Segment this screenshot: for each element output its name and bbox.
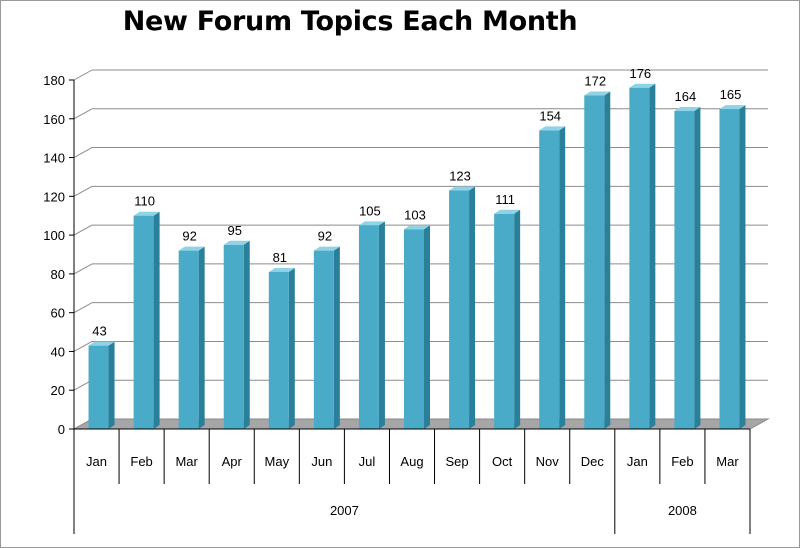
x-tick-label: Mar	[175, 454, 198, 469]
bar-top	[178, 246, 205, 251]
bar-side	[514, 209, 521, 429]
data-label: 81	[273, 250, 287, 265]
bar	[178, 250, 199, 429]
gridline-side	[73, 69, 93, 81]
bar-side	[739, 105, 746, 429]
bar-side	[288, 267, 295, 429]
y-tick-label: 100	[43, 228, 65, 243]
bar-side	[694, 107, 701, 430]
bar-top	[404, 225, 430, 230]
data-label: 105	[359, 203, 381, 218]
gridline-side	[73, 185, 93, 197]
bar-top	[268, 267, 295, 272]
y-tick-label: 180	[43, 73, 65, 88]
y-tick-label: 160	[43, 112, 65, 127]
bar-side	[108, 341, 115, 429]
data-label: 176	[629, 66, 651, 81]
x-tick-label: Aug	[400, 454, 423, 469]
bar	[719, 109, 740, 429]
bar-side	[333, 246, 340, 429]
gridline-side	[73, 224, 93, 236]
bar	[268, 271, 289, 429]
x-tick-label: Mar	[716, 454, 739, 469]
y-tick-label: 120	[43, 189, 65, 204]
bar	[494, 213, 515, 429]
x-tick-label: Nov	[536, 454, 560, 469]
bar	[539, 130, 560, 429]
bar-top	[494, 209, 521, 214]
bar	[313, 250, 334, 429]
y-tick-label: 80	[51, 267, 65, 282]
bar-top	[449, 186, 476, 191]
x-tick-label: Jan	[86, 454, 107, 469]
bar-side	[559, 126, 566, 430]
x-tick-label: Apr	[222, 454, 243, 469]
data-label: 123	[449, 169, 471, 184]
bar-side	[378, 221, 385, 429]
bar-top	[674, 107, 701, 112]
bar	[358, 225, 379, 429]
chart-title: New Forum Topics Each Month	[122, 6, 578, 37]
y-tick-label: 40	[51, 344, 65, 359]
data-label: 92	[182, 229, 196, 244]
bar-top	[584, 91, 611, 96]
bar	[404, 229, 424, 429]
gridline-side	[73, 302, 93, 314]
bar-top	[133, 211, 160, 216]
bar	[223, 244, 244, 429]
bar	[88, 345, 109, 429]
data-label: 43	[92, 324, 106, 339]
x-group-label: 2007	[330, 503, 359, 518]
bar-top	[223, 240, 250, 245]
bar-side	[198, 246, 205, 429]
x-tick-label: Jun	[311, 454, 332, 469]
y-tick-label: 140	[43, 151, 65, 166]
bar-top	[358, 221, 385, 226]
bar-top	[88, 341, 115, 346]
x-tick-label: May	[265, 454, 290, 469]
gridline-side	[73, 263, 93, 275]
data-label: 92	[318, 229, 332, 244]
x-tick-label: Feb	[671, 454, 693, 469]
x-tick-label: Dec	[581, 454, 605, 469]
bar-side	[153, 211, 160, 429]
x-tick-label: Jul	[359, 454, 376, 469]
bar-side	[649, 83, 656, 429]
data-label: 95	[227, 223, 241, 238]
data-label: 110	[134, 194, 155, 209]
x-group-label: 2008	[668, 503, 697, 518]
data-label: 154	[539, 108, 561, 123]
bar-top	[629, 83, 656, 88]
bar-side	[243, 240, 250, 429]
y-tick-label: 20	[51, 383, 65, 398]
data-label: 111	[495, 192, 515, 207]
gridline-side	[73, 341, 93, 352]
x-tick-label: Sep	[445, 454, 468, 469]
data-label: 103	[404, 207, 426, 222]
x-tick-label: Feb	[130, 454, 152, 469]
bar	[133, 215, 154, 429]
bar-top	[719, 105, 746, 110]
x-tick-label: Jan	[627, 454, 648, 469]
y-tick-label: 60	[51, 306, 65, 321]
bar-top	[313, 246, 340, 251]
bar-top	[539, 126, 566, 131]
bar	[449, 190, 470, 429]
y-tick-label: 0	[58, 422, 65, 437]
bar-side	[424, 225, 430, 429]
x-tick-label: Oct	[492, 454, 513, 469]
gridline-side	[73, 108, 93, 120]
bar	[584, 95, 605, 429]
data-label: 164	[675, 89, 697, 104]
data-label: 165	[720, 87, 742, 102]
data-label: 172	[584, 74, 606, 89]
gridline-side	[73, 147, 93, 158]
bar	[629, 87, 650, 429]
bar-side	[604, 91, 611, 429]
bar	[674, 111, 695, 430]
bar-side	[469, 186, 476, 429]
